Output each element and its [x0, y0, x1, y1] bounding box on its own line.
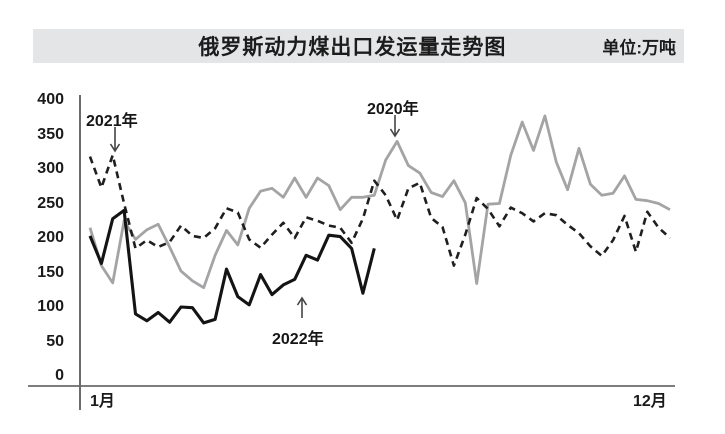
series-line-2022	[88, 208, 376, 325]
y-axis-tick-label: 250	[37, 194, 64, 212]
chart-title: 俄罗斯动力煤出口发运量走势图	[198, 36, 507, 59]
y-axis-tick-label: 350	[37, 125, 64, 143]
annotation-arrow-2022	[296, 296, 308, 318]
x-axis-label-end: 12月	[633, 393, 667, 410]
series-line-2021	[88, 153, 671, 267]
annotation-arrow-2020	[389, 115, 401, 138]
y-axis-tick-label: 300	[37, 160, 64, 177]
annotation-label-2022: 2022年	[272, 331, 324, 348]
y-axis-tick-label: 50	[46, 332, 64, 350]
x-axis-label-start: 1月	[90, 393, 115, 410]
y-axis-tick-label: 100	[37, 298, 64, 315]
annotation-label-2020: 2020年	[367, 101, 419, 118]
y-axis-tick-label: 200	[37, 229, 64, 246]
y-axis-tick-label: 400	[37, 91, 64, 108]
y-axis-tick-label: 0	[55, 367, 64, 384]
annotation-label-2021: 2021年	[86, 113, 138, 130]
series-line-2020	[88, 114, 671, 290]
y-axis-tick-label: 150	[37, 263, 64, 281]
unit-label: 单位:万吨	[602, 38, 676, 58]
title-bar: 俄罗斯动力煤出口发运量走势图 单位:万吨	[33, 29, 684, 63]
annotation-arrow-2021	[109, 127, 121, 153]
